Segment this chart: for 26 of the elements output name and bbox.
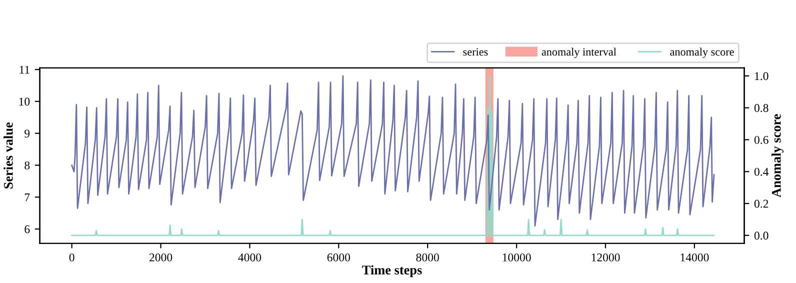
x-tick-label: 6000 <box>327 253 350 262</box>
y-tick-label: 9 <box>24 130 30 138</box>
y2-axis-title: Anomaly score <box>772 114 784 198</box>
x-tick-label: 10000 <box>502 253 531 262</box>
x-tick-label: 12000 <box>592 253 620 262</box>
y-tick-label: 11 <box>20 66 30 74</box>
y2-tick-label: 0.0 <box>754 232 768 240</box>
y-tick-label: 6 <box>24 225 30 234</box>
y-tick-label: 7 <box>24 193 30 202</box>
x-tick-label: 8000 <box>416 253 439 262</box>
y2-tick-label: 0.8 <box>754 104 768 112</box>
y2-tick-label: 1.0 <box>755 72 768 80</box>
y2-tick-label: 0.6 <box>754 136 768 144</box>
x-tick-label: 4000 <box>238 253 262 262</box>
legend-label: anomaly interval <box>542 48 616 58</box>
legend-label: anomaly score <box>670 48 734 58</box>
x-tick-label: 14000 <box>680 253 709 262</box>
x-tick-label: 0 <box>69 253 74 262</box>
y-tick-label: 10 <box>19 98 30 106</box>
y-tick-label: 8 <box>24 161 30 170</box>
y-axis-title: Series value <box>4 122 13 188</box>
x-tick-label: 2000 <box>149 253 172 262</box>
y2-tick-label: 0.4 <box>754 168 769 176</box>
x-axis-title: Time steps <box>362 265 422 278</box>
y2-tick-label: 0.2 <box>754 200 768 208</box>
legend-label: series <box>463 48 488 56</box>
